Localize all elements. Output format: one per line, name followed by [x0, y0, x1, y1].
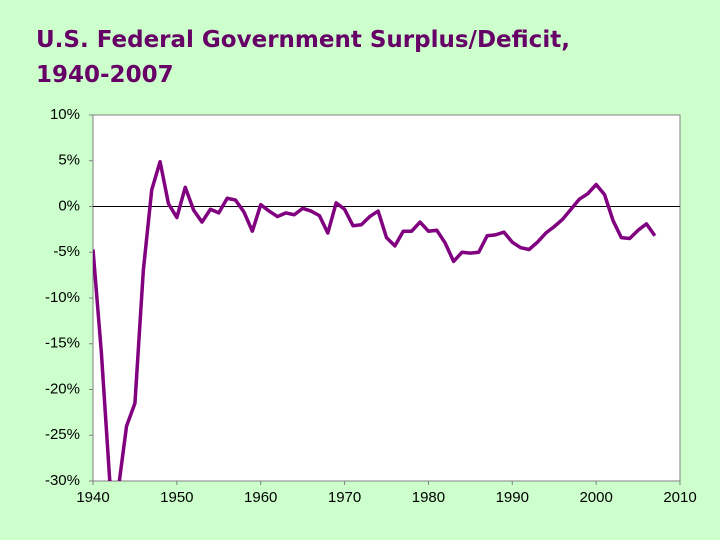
x-tick-label: 1950 [160, 489, 193, 506]
x-tick-label: 1980 [412, 489, 445, 506]
y-tick-label: -30% [45, 472, 80, 489]
y-tick-label: 5% [58, 152, 80, 169]
chart-title: U.S. Federal Government Surplus/Deficit, [36, 27, 570, 53]
x-tick-label: 1990 [496, 489, 529, 506]
y-tick-label: -20% [45, 380, 80, 397]
y-tick-label: 10% [50, 106, 80, 123]
data-line [93, 159, 657, 481]
x-tick-label: 2010 [663, 489, 696, 506]
y-tick-label: 0% [58, 197, 80, 214]
x-tick-label: 1970 [328, 489, 361, 506]
plot-clip [93, 159, 657, 481]
chart-subtitle: 1940-2007 [36, 62, 174, 88]
plot-area [92, 114, 681, 482]
y-tick-label: -25% [45, 426, 80, 443]
y-tick-label: -15% [45, 335, 80, 352]
y-tick-label: -5% [53, 243, 80, 260]
x-tick-label: 1940 [76, 489, 109, 506]
x-tick-label: 2000 [579, 489, 612, 506]
x-tick-label: 1960 [244, 489, 277, 506]
y-tick-label: -10% [45, 289, 80, 306]
